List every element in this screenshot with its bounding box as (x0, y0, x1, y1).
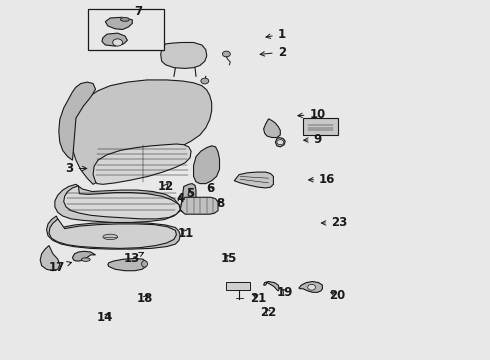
Text: 9: 9 (304, 133, 321, 146)
Circle shape (277, 140, 284, 145)
Text: 14: 14 (97, 311, 114, 324)
Text: 13: 13 (123, 252, 144, 265)
Ellipse shape (81, 258, 90, 261)
Text: 18: 18 (136, 292, 153, 305)
Polygon shape (55, 184, 180, 222)
Ellipse shape (142, 261, 147, 267)
Text: 19: 19 (277, 286, 294, 299)
Polygon shape (71, 80, 212, 184)
Polygon shape (102, 33, 127, 46)
Text: 22: 22 (260, 306, 277, 319)
Ellipse shape (121, 18, 129, 21)
Circle shape (222, 51, 230, 57)
Bar (88, 9, 164, 50)
Polygon shape (194, 146, 220, 184)
Text: 20: 20 (329, 289, 345, 302)
Text: 21: 21 (250, 292, 267, 305)
Polygon shape (47, 216, 180, 249)
Polygon shape (108, 258, 146, 271)
Circle shape (201, 78, 209, 84)
Bar (303, 118, 338, 135)
Polygon shape (299, 282, 322, 292)
Text: 1: 1 (266, 28, 286, 41)
Polygon shape (64, 186, 180, 219)
Polygon shape (105, 17, 132, 30)
Polygon shape (49, 219, 176, 248)
Text: 8: 8 (217, 197, 224, 210)
Polygon shape (161, 42, 207, 68)
Text: 6: 6 (207, 183, 215, 195)
Polygon shape (264, 282, 279, 291)
Polygon shape (234, 172, 273, 188)
Ellipse shape (103, 234, 118, 240)
Text: 17: 17 (48, 261, 72, 274)
Circle shape (113, 39, 122, 46)
Text: 3: 3 (66, 162, 87, 175)
Polygon shape (93, 144, 191, 184)
Text: 4: 4 (176, 192, 184, 205)
Text: 2: 2 (260, 46, 286, 59)
Polygon shape (180, 197, 218, 214)
Text: 11: 11 (178, 227, 195, 240)
Text: 23: 23 (321, 216, 347, 229)
Text: 7: 7 (134, 5, 142, 18)
Polygon shape (40, 246, 60, 271)
Text: 10: 10 (298, 108, 326, 121)
Bar (226, 282, 250, 290)
Text: 15: 15 (221, 252, 238, 265)
Circle shape (308, 284, 316, 290)
Polygon shape (180, 184, 196, 213)
Text: 16: 16 (309, 173, 336, 186)
Polygon shape (275, 138, 285, 147)
Text: 5: 5 (186, 187, 194, 200)
Polygon shape (264, 119, 280, 138)
Polygon shape (59, 82, 96, 160)
Text: 12: 12 (157, 180, 174, 193)
Polygon shape (73, 251, 96, 261)
